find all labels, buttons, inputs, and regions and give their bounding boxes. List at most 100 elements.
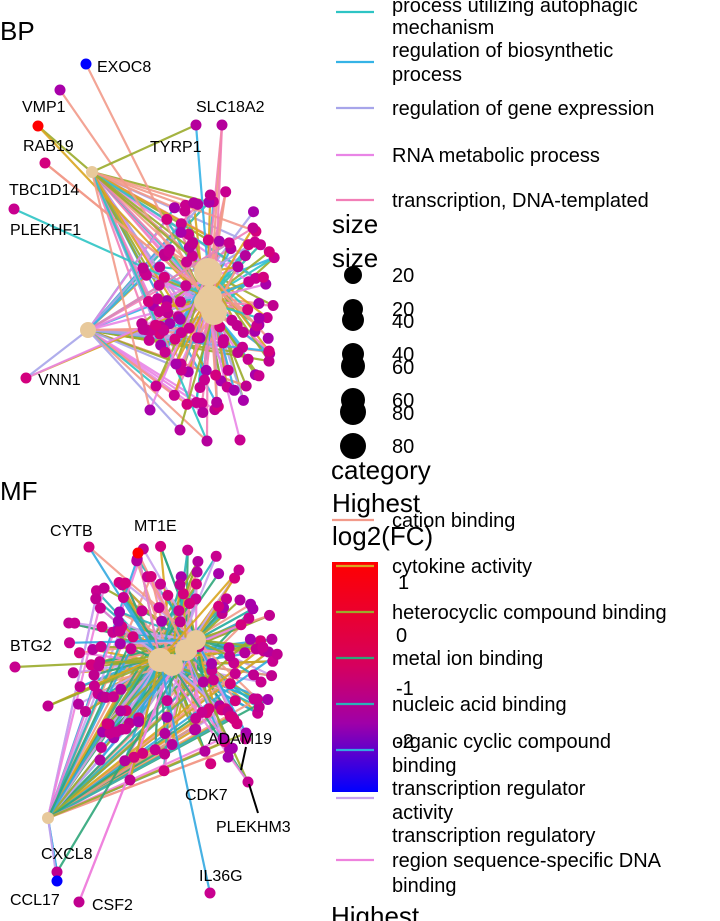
gene-node [124, 774, 136, 786]
gene-node [263, 246, 275, 258]
gene-node [73, 896, 85, 908]
gene-category-edge [91, 171, 170, 253]
colorbar-title: Highest [331, 901, 420, 921]
gene-node [253, 312, 265, 324]
gene-node [169, 333, 181, 345]
category-node [186, 630, 206, 650]
gene-node [237, 326, 249, 338]
gene-node [32, 120, 44, 132]
gene-node [153, 602, 165, 614]
gene-node [229, 668, 241, 680]
gene-node [54, 84, 66, 96]
gene-category-edge [137, 552, 187, 651]
category-node [161, 654, 183, 676]
gene-node [115, 705, 127, 717]
gene-category-edge [158, 584, 182, 661]
gene-category-edge [125, 659, 161, 730]
gene-node [156, 615, 168, 627]
gene-node [143, 296, 154, 307]
gene-node [96, 621, 108, 633]
gene-node [67, 667, 79, 679]
size-legend-value: 40 [392, 344, 414, 366]
gene-node [161, 695, 173, 707]
gene-node [207, 674, 219, 686]
gene-node [213, 235, 225, 247]
gene-node [136, 605, 148, 617]
size-legend-value: 20 [392, 265, 414, 287]
gene-node [94, 602, 106, 614]
gene-node [257, 641, 269, 653]
gene-category-edge [47, 608, 254, 819]
gene-node [80, 58, 92, 70]
gene-label: CYTB [50, 523, 93, 540]
gene-node [187, 237, 199, 248]
gene-node [150, 380, 162, 392]
category-node [194, 291, 216, 313]
gene-node [267, 300, 279, 311]
size-legend-dot [344, 266, 362, 284]
gene-node [155, 540, 167, 552]
gene-category-edge [91, 171, 145, 269]
gene-node [190, 119, 202, 131]
gene-node [231, 718, 243, 730]
gene-node [137, 262, 149, 274]
gene-node [95, 641, 107, 653]
gene-node [9, 661, 21, 673]
gene-node [243, 612, 255, 624]
gene-category-edge [91, 170, 257, 233]
category-node [42, 812, 54, 824]
category-node [86, 166, 98, 178]
legend-label: regulation of gene expression [392, 98, 654, 120]
gene-node [192, 198, 204, 210]
gene-node [190, 723, 202, 735]
gene-node [119, 577, 131, 589]
gene-label: VMP1 [22, 99, 66, 116]
gene-node [222, 751, 234, 763]
gene-category-edge [47, 636, 134, 819]
gene-node [8, 203, 20, 215]
gene-node [94, 754, 106, 766]
gene-node [200, 364, 212, 376]
gene-node [221, 593, 232, 605]
gene-node [248, 669, 260, 681]
gene-node [266, 670, 278, 682]
label-leader-line [248, 783, 259, 814]
gene-node [133, 716, 144, 728]
gene-category-edge [46, 643, 122, 819]
gene-node [170, 358, 182, 370]
gene-category-edge [59, 89, 215, 313]
gene-node [197, 676, 209, 688]
gene-node [234, 594, 246, 606]
gene-node [204, 189, 216, 201]
legend-label: binding [392, 875, 457, 897]
legend-label: binding [392, 755, 457, 777]
mf-network [9, 540, 283, 908]
gene-category-edge [159, 659, 249, 783]
gene-label: TYRP1 [150, 139, 202, 156]
gene-node [69, 617, 81, 629]
category-legend-title: category [331, 455, 431, 485]
gene-node [143, 334, 155, 346]
gene-node [199, 374, 210, 386]
gene-node [263, 355, 275, 367]
gene-node [161, 213, 173, 225]
gene-node [114, 606, 125, 618]
gene-node [181, 398, 193, 410]
gene-node [248, 206, 259, 218]
gene-node [175, 218, 187, 230]
gene-node [255, 676, 267, 688]
gene-node [180, 280, 192, 292]
gene-node [127, 631, 139, 643]
gene-category-edge [25, 295, 211, 380]
legend-label: heterocyclic compound binding [392, 602, 667, 624]
gene-category-edge [209, 227, 254, 298]
size-legend-title: size [332, 209, 378, 239]
gene-node [199, 745, 211, 757]
gene-node [144, 404, 156, 416]
gene-node [119, 755, 131, 767]
legend-label: process utilizing autophagic [392, 0, 638, 17]
size-legend-value: 60 [392, 357, 414, 379]
gene-node [196, 706, 208, 718]
legend-label: region sequence-specific DNA [392, 850, 662, 872]
